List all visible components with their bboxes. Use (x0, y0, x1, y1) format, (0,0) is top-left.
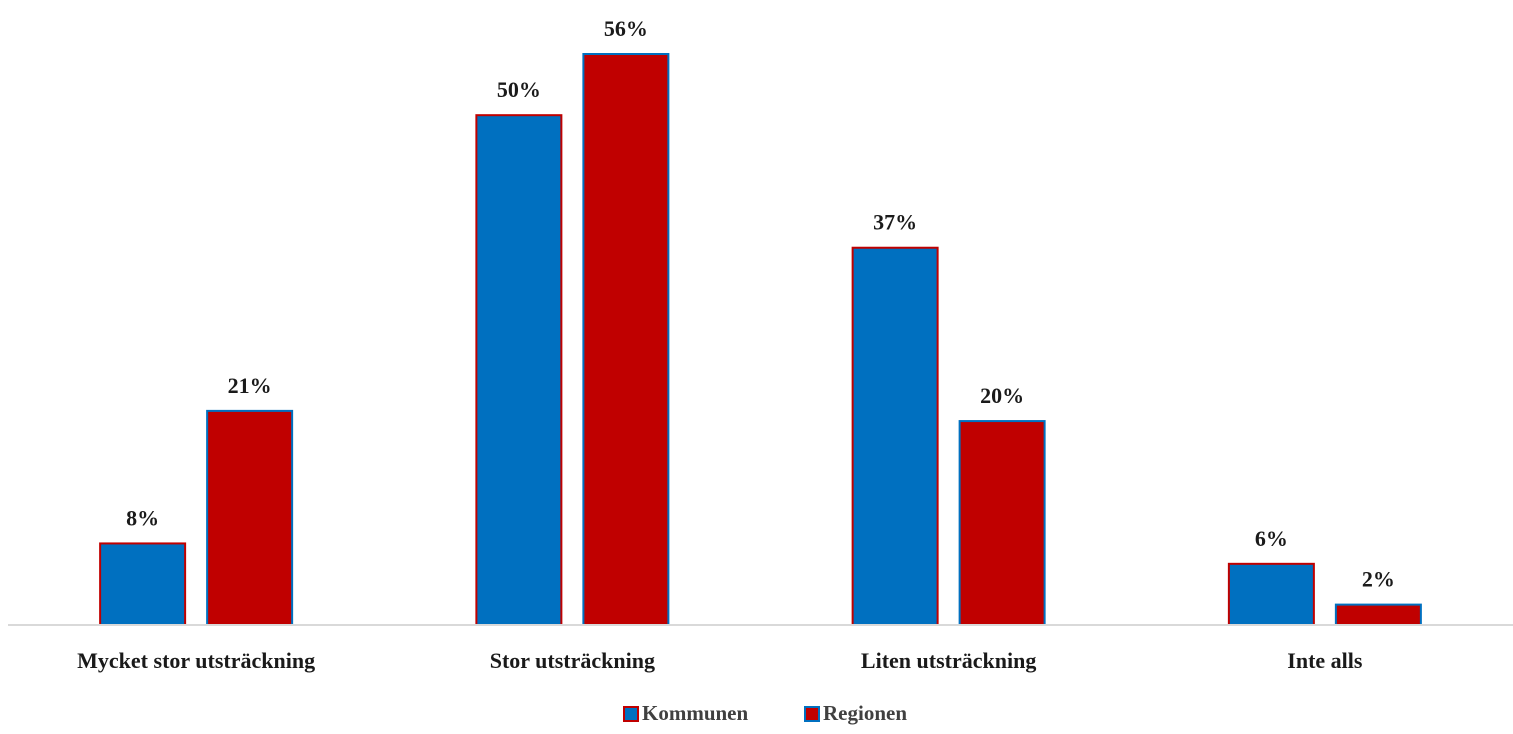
bar-kommunen-3 (851, 246, 939, 626)
data-labels-layer: 8% 21% 50% 56% 37% 20% 6% 2% (126, 16, 1395, 592)
bars-layer (99, 53, 1422, 627)
data-label-regionen-1: 21% (228, 373, 272, 398)
bar-kommunen-1 (99, 542, 187, 627)
data-label-kommunen-2: 50% (497, 77, 541, 102)
data-label-kommunen-3: 37% (873, 210, 917, 235)
data-label-regionen-2: 56% (604, 16, 648, 41)
category-label-1: Mycket stor utsträckning (77, 648, 315, 673)
bar-kommunen-2 (475, 114, 563, 627)
category-label-2: Stor utsträckning (490, 648, 655, 673)
data-label-kommunen-4: 6% (1255, 526, 1288, 551)
legend-swatch-kommunen (623, 706, 639, 722)
data-label-kommunen-1: 8% (126, 505, 159, 530)
category-labels-layer: Mycket stor utsträckning Stor utsträcknin… (77, 648, 1363, 673)
bar-regionen-2 (582, 53, 670, 626)
category-label-3: Liten utsträckning (861, 648, 1036, 673)
legend-label-regionen: Regionen (823, 701, 907, 725)
legend: Kommunen Regionen (623, 701, 907, 725)
bar-regionen-3 (958, 420, 1046, 627)
legend-label-kommunen: Kommunen (642, 701, 749, 725)
bar-regionen-1 (206, 409, 294, 626)
bar-regionen-4 (1334, 603, 1422, 626)
data-label-regionen-4: 2% (1362, 567, 1395, 592)
data-label-regionen-3: 20% (980, 383, 1024, 408)
category-label-4: Inte alls (1287, 648, 1363, 673)
bar-kommunen-4 (1227, 562, 1315, 626)
legend-swatch-regionen (804, 706, 820, 722)
